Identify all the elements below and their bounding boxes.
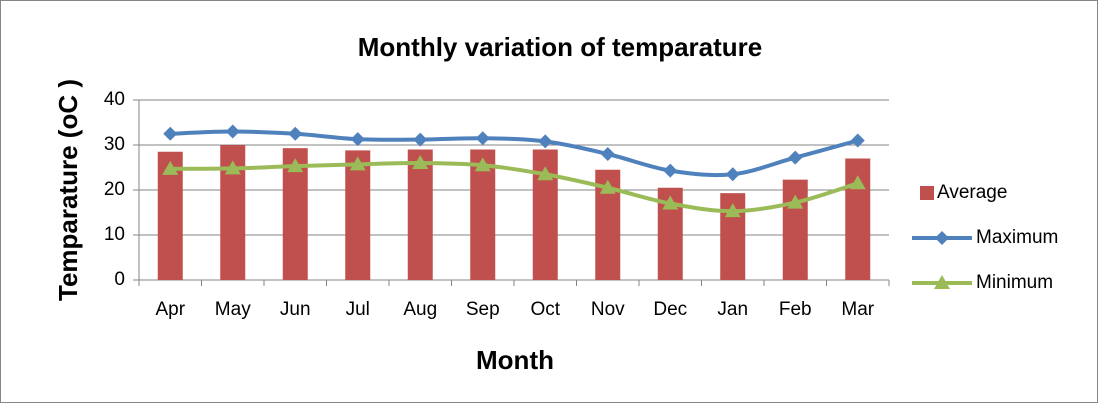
marker (413, 132, 428, 147)
legend-swatch (920, 186, 934, 200)
marker (349, 156, 366, 171)
marker (787, 194, 804, 209)
marker (935, 231, 949, 245)
x-tick-label: Feb (779, 299, 812, 320)
bar (407, 149, 433, 280)
marker (849, 175, 866, 190)
marker (850, 133, 865, 148)
bar (345, 150, 371, 280)
marker (662, 195, 679, 210)
marker (599, 179, 616, 194)
marker (663, 163, 678, 178)
x-tick-label: Jul (346, 299, 370, 320)
marker (788, 150, 803, 165)
marker (538, 134, 553, 149)
marker (412, 155, 429, 169)
legend-label: Maximum (976, 227, 1058, 248)
x-tick-label: Sep (466, 299, 500, 320)
marker (350, 132, 365, 147)
marker (934, 275, 950, 289)
x-tick-label: Oct (530, 299, 560, 320)
marker (600, 147, 615, 161)
marker (724, 203, 741, 218)
marker (225, 124, 240, 139)
marker (224, 160, 241, 175)
y-tick-label: 40 (104, 89, 125, 110)
marker (475, 131, 490, 146)
x-tick-label: Jun (280, 299, 311, 320)
x-tick-label: Jan (717, 299, 748, 320)
x-axis-label: Month (476, 345, 554, 375)
marker (163, 126, 178, 141)
marker (537, 166, 554, 181)
marker (162, 160, 179, 175)
y-tick-label: 30 (104, 134, 125, 155)
marker (287, 158, 304, 173)
marker (474, 157, 491, 172)
x-tick-label: Apr (155, 299, 185, 320)
x-tick-label: Dec (653, 299, 687, 320)
x-tick-label: May (215, 299, 251, 320)
x-tick-label: Aug (403, 299, 437, 320)
marker (288, 126, 303, 141)
marker (725, 167, 740, 182)
y-tick-label: 10 (104, 224, 125, 245)
legend-label: Minimum (976, 272, 1053, 293)
legend-label: Average (937, 182, 1007, 203)
y-tick-label: 20 (104, 179, 125, 200)
x-tick-label: Mar (841, 299, 874, 320)
y-axis-label: Temparature (oC ) (53, 79, 83, 301)
chart-title: Monthly variation of temparature (358, 32, 763, 62)
y-tick-label: 0 (114, 269, 125, 290)
x-tick-label: Nov (591, 299, 625, 320)
